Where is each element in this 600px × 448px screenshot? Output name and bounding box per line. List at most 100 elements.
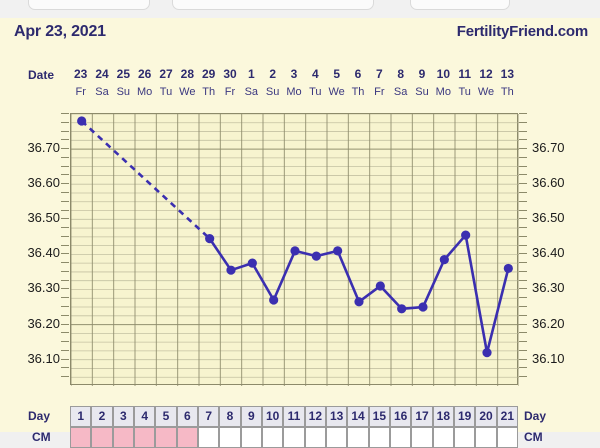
date-cell: 9 xyxy=(418,67,426,81)
cycle-day-cell[interactable]: 21 xyxy=(496,406,518,427)
y-tick xyxy=(519,253,527,255)
temperature-point[interactable] xyxy=(226,265,236,275)
temperature-point[interactable] xyxy=(375,281,385,291)
temperature-point[interactable] xyxy=(397,304,407,314)
weekday-cell: We xyxy=(179,86,196,98)
cm-cell[interactable] xyxy=(475,427,497,448)
cm-cell[interactable] xyxy=(368,427,390,448)
cycle-day-cell[interactable]: 18 xyxy=(432,406,454,427)
cycle-day-cell[interactable]: 11 xyxy=(283,406,305,427)
y-tick xyxy=(61,191,69,193)
cycle-day-cell[interactable]: 8 xyxy=(219,406,241,427)
cm-cell[interactable] xyxy=(326,427,348,448)
toolbar-chip-2[interactable] xyxy=(172,0,374,10)
cm-cell[interactable] xyxy=(347,427,369,448)
temperature-point[interactable] xyxy=(269,295,279,305)
cycle-day-cell[interactable]: 7 xyxy=(198,406,220,427)
y-tick xyxy=(519,148,527,150)
cycle-day-cell[interactable]: 2 xyxy=(91,406,113,427)
date-cell: 13 xyxy=(500,67,514,81)
cm-cell[interactable] xyxy=(454,427,476,448)
cm-cell[interactable] xyxy=(283,427,305,448)
menstruation-cell[interactable] xyxy=(176,427,198,448)
cycle-day-cell[interactable]: 12 xyxy=(304,406,326,427)
toolbar-chip-1[interactable] xyxy=(28,0,150,10)
y-tick xyxy=(519,218,527,220)
temperature-point[interactable] xyxy=(247,258,257,268)
temperature-point[interactable] xyxy=(77,116,87,126)
date-cell: 4 xyxy=(311,67,319,81)
y-tick xyxy=(519,139,527,141)
cm-cell[interactable] xyxy=(198,427,220,448)
cycle-day-cell[interactable]: 13 xyxy=(326,406,348,427)
weekday-cell: Mo xyxy=(137,86,153,98)
y-axis-label-right: 36.10 xyxy=(532,350,565,366)
cm-cell[interactable] xyxy=(496,427,518,448)
temperature-point[interactable] xyxy=(503,263,513,274)
cycle-day-cell[interactable]: 14 xyxy=(347,406,369,427)
temperature-point[interactable] xyxy=(290,246,300,256)
y-tick xyxy=(61,227,69,229)
date-cell: 24 xyxy=(95,67,109,81)
cycle-day-cell[interactable]: 6 xyxy=(176,406,198,427)
cycle-day-cell[interactable]: 9 xyxy=(240,406,262,427)
temperature-point[interactable] xyxy=(418,302,428,312)
y-tick xyxy=(519,341,527,343)
weekday-cell: Sa xyxy=(393,86,408,98)
cycle-day-cell[interactable]: 16 xyxy=(390,406,412,427)
date-cell: 12 xyxy=(479,67,493,81)
menstruation-cell[interactable] xyxy=(155,427,177,448)
cm-cell[interactable] xyxy=(432,427,454,448)
cycle-day-cell[interactable]: 5 xyxy=(155,406,177,427)
cycle-day-cell[interactable]: 4 xyxy=(134,406,156,427)
temperature-point[interactable] xyxy=(311,251,321,261)
y-tick xyxy=(519,121,527,123)
date-row-label: Date xyxy=(28,68,55,82)
temperature-point[interactable] xyxy=(461,230,471,240)
y-tick xyxy=(519,235,527,237)
cycle-day-cell[interactable]: 1 xyxy=(70,406,92,427)
cycle-day-cell[interactable]: 3 xyxy=(112,406,134,427)
weekday-cell: Th xyxy=(351,86,365,98)
y-tick xyxy=(61,332,69,334)
y-tick xyxy=(519,349,527,351)
cm-cell[interactable] xyxy=(262,427,284,448)
y-ticks-right xyxy=(519,113,529,385)
day-row-label-left: Day xyxy=(28,409,51,423)
cycle-day-cell[interactable]: 19 xyxy=(454,406,476,427)
cycle-day-cell[interactable]: 15 xyxy=(368,406,390,427)
menstruation-cell[interactable] xyxy=(112,427,134,448)
cm-cell[interactable] xyxy=(240,427,262,448)
y-tick xyxy=(519,227,527,229)
temperature-chart-svg xyxy=(71,114,519,386)
toolbar-chip-3[interactable] xyxy=(410,0,510,10)
temperature-point[interactable] xyxy=(482,348,492,358)
y-tick xyxy=(61,314,69,316)
menstruation-cell[interactable] xyxy=(91,427,113,448)
date-cell: 11 xyxy=(458,67,471,81)
menstruation-cell[interactable] xyxy=(134,427,156,448)
weekday-cell: Sa xyxy=(244,86,259,98)
cm-cell[interactable] xyxy=(390,427,412,448)
date-cell: 8 xyxy=(397,67,404,81)
temperature-point[interactable] xyxy=(354,297,364,307)
y-tick xyxy=(519,376,527,378)
temperature-point[interactable] xyxy=(205,233,215,244)
cm-cell[interactable] xyxy=(411,427,433,448)
cycle-day-cell[interactable]: 17 xyxy=(411,406,433,427)
menstruation-cell[interactable] xyxy=(70,427,92,448)
temperature-point[interactable] xyxy=(439,255,449,265)
y-tick xyxy=(519,314,527,316)
cm-cell[interactable] xyxy=(304,427,326,448)
cycle-day-cell[interactable]: 20 xyxy=(475,406,497,427)
y-tick xyxy=(519,244,527,246)
temperature-point[interactable] xyxy=(333,246,343,256)
cycle-day-cell[interactable]: 10 xyxy=(262,406,284,427)
date-cell: 6 xyxy=(354,67,362,81)
cm-cell[interactable] xyxy=(219,427,241,448)
y-tick xyxy=(519,156,527,158)
cm-row-label-left: CM xyxy=(32,430,51,444)
y-tick xyxy=(61,113,69,114)
y-tick xyxy=(519,130,527,132)
weekday-cell: We xyxy=(477,86,495,98)
